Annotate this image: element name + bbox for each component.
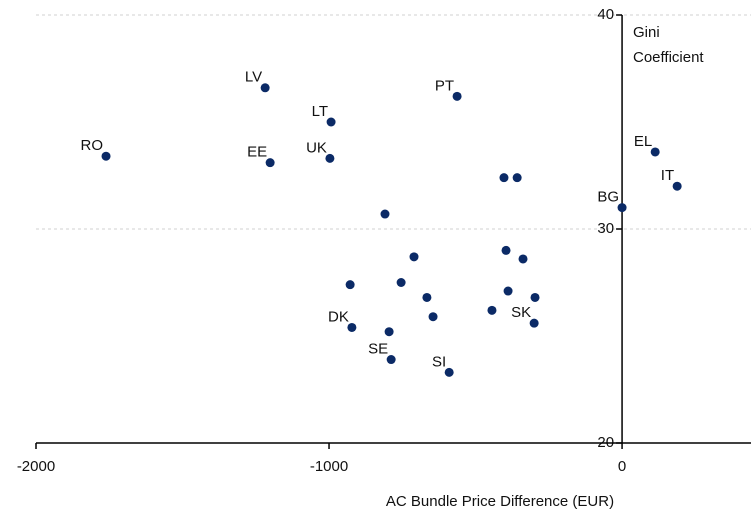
y-axis-label: Coefficient <box>633 49 704 66</box>
point-label: BG <box>597 189 619 206</box>
point-label: DK <box>328 308 349 325</box>
point <box>422 292 432 302</box>
point-label: IT <box>661 167 674 184</box>
point <box>444 367 454 377</box>
point <box>345 280 355 290</box>
point-label: LT <box>312 103 328 120</box>
point <box>617 203 627 213</box>
point <box>529 318 539 328</box>
point <box>672 181 682 191</box>
point <box>326 117 336 127</box>
point-label: UK <box>306 139 327 156</box>
point-label: LV <box>245 69 262 86</box>
point <box>452 91 462 101</box>
point <box>347 322 357 332</box>
point <box>650 147 660 157</box>
point <box>396 278 406 287</box>
point <box>501 245 511 255</box>
point-label: SE <box>368 341 388 358</box>
point <box>260 83 270 93</box>
point <box>428 312 438 322</box>
point-label: PT <box>435 77 454 94</box>
point-label: SK <box>511 304 531 321</box>
point-label: SI <box>432 353 446 370</box>
x-axis-label: AC Bundle Price Difference (EUR) <box>386 493 614 510</box>
x-tick-label: -2000 <box>17 458 55 475</box>
point <box>530 292 540 302</box>
point <box>325 153 335 163</box>
point-label: EE <box>247 144 267 161</box>
point-label: EL <box>634 133 652 150</box>
point <box>101 151 111 161</box>
y-axis-label: Gini <box>633 24 660 41</box>
point <box>499 173 509 183</box>
point <box>380 209 390 219</box>
y-tick-label: 30 <box>597 220 614 237</box>
point <box>386 355 396 365</box>
point <box>503 286 513 296</box>
point <box>265 158 275 168</box>
y-tick-label: 40 <box>597 6 614 23</box>
point <box>487 305 497 315</box>
x-tick-label: 0 <box>618 458 626 475</box>
point <box>518 254 528 264</box>
point <box>384 327 394 337</box>
point <box>512 173 522 183</box>
x-tick-label: -1000 <box>310 458 348 475</box>
point-label: RO <box>81 137 104 154</box>
point <box>409 252 419 262</box>
